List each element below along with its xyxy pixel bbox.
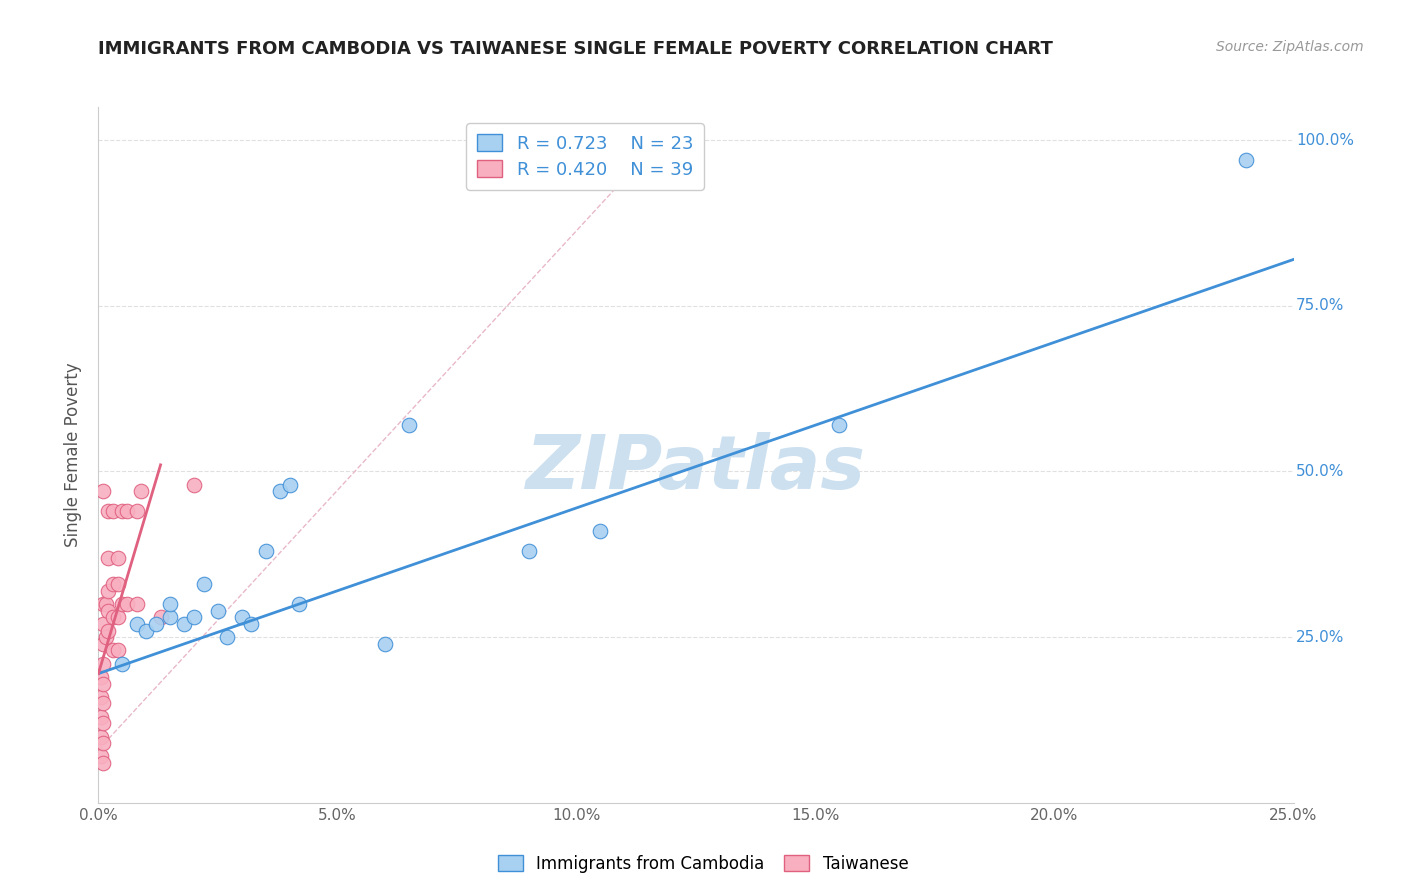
- Point: [159, 610, 181, 624]
- Point: [91, 697, 114, 711]
- Point: [517, 544, 540, 558]
- Point: [111, 657, 134, 671]
- Point: [107, 550, 129, 565]
- Point: [101, 643, 124, 657]
- Point: [91, 616, 114, 631]
- Legend: Immigrants from Cambodia, Taiwanese: Immigrants from Cambodia, Taiwanese: [491, 848, 915, 880]
- Point: [278, 477, 301, 491]
- Point: [135, 624, 157, 638]
- Point: [828, 418, 851, 433]
- Text: 75.0%: 75.0%: [1296, 298, 1344, 313]
- Point: [149, 610, 172, 624]
- Point: [269, 484, 291, 499]
- Point: [217, 630, 239, 644]
- Point: [111, 597, 134, 611]
- Point: [101, 504, 124, 518]
- Point: [145, 616, 167, 631]
- Point: [94, 597, 117, 611]
- Point: [125, 616, 148, 631]
- Point: [101, 610, 124, 624]
- Text: IMMIGRANTS FROM CAMBODIA VS TAIWANESE SINGLE FEMALE POVERTY CORRELATION CHART: IMMIGRANTS FROM CAMBODIA VS TAIWANESE SI…: [98, 40, 1053, 58]
- Point: [97, 604, 120, 618]
- Text: 50.0%: 50.0%: [1296, 464, 1344, 479]
- Point: [254, 544, 277, 558]
- Point: [125, 597, 148, 611]
- Point: [193, 577, 215, 591]
- Point: [97, 624, 120, 638]
- Point: [240, 616, 263, 631]
- Point: [91, 676, 114, 690]
- Point: [90, 690, 112, 704]
- Y-axis label: Single Female Poverty: Single Female Poverty: [65, 363, 83, 547]
- Point: [398, 418, 420, 433]
- Point: [91, 716, 114, 731]
- Point: [91, 657, 114, 671]
- Point: [115, 504, 138, 518]
- Point: [91, 484, 114, 499]
- Point: [90, 730, 112, 744]
- Point: [94, 630, 117, 644]
- Point: [207, 604, 229, 618]
- Point: [91, 736, 114, 750]
- Point: [183, 477, 205, 491]
- Point: [111, 504, 134, 518]
- Point: [101, 577, 124, 591]
- Point: [91, 597, 114, 611]
- Point: [107, 577, 129, 591]
- Point: [90, 670, 112, 684]
- Point: [288, 597, 311, 611]
- Point: [97, 550, 120, 565]
- Point: [97, 504, 120, 518]
- Point: [90, 749, 112, 764]
- Point: [589, 524, 612, 538]
- Point: [374, 637, 396, 651]
- Point: [107, 643, 129, 657]
- Point: [125, 504, 148, 518]
- Point: [91, 637, 114, 651]
- Text: 25.0%: 25.0%: [1296, 630, 1344, 645]
- Legend: R = 0.723    N = 23, R = 0.420    N = 39: R = 0.723 N = 23, R = 0.420 N = 39: [465, 123, 704, 189]
- Point: [131, 484, 153, 499]
- Text: 100.0%: 100.0%: [1296, 133, 1354, 148]
- Point: [90, 709, 112, 723]
- Point: [97, 583, 120, 598]
- Point: [183, 610, 205, 624]
- Point: [173, 616, 195, 631]
- Point: [1234, 153, 1257, 167]
- Point: [231, 610, 253, 624]
- Point: [107, 610, 129, 624]
- Point: [91, 756, 114, 770]
- Point: [159, 597, 181, 611]
- Text: ZIPatlas: ZIPatlas: [526, 433, 866, 506]
- Text: Source: ZipAtlas.com: Source: ZipAtlas.com: [1216, 40, 1364, 54]
- Point: [115, 597, 138, 611]
